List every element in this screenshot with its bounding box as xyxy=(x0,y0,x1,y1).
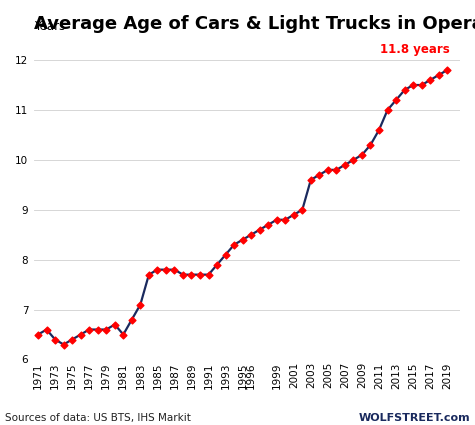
Point xyxy=(43,326,50,333)
Point xyxy=(332,167,340,173)
Point xyxy=(230,241,238,248)
Point xyxy=(179,271,187,278)
Text: 11.8 years: 11.8 years xyxy=(380,43,450,56)
Point xyxy=(222,251,229,258)
Point xyxy=(282,216,289,223)
Point xyxy=(128,316,136,323)
Point xyxy=(375,127,383,133)
Point xyxy=(196,271,204,278)
Point xyxy=(188,271,195,278)
Point xyxy=(111,321,119,328)
Point xyxy=(34,331,42,338)
Point xyxy=(153,266,161,273)
Point xyxy=(247,231,255,238)
Point xyxy=(341,162,349,168)
Point xyxy=(145,271,152,278)
Text: WOLFSTREET.com: WOLFSTREET.com xyxy=(359,413,470,423)
Point xyxy=(435,72,443,79)
Point xyxy=(273,216,281,223)
Point xyxy=(367,142,374,148)
Point xyxy=(103,326,110,333)
Point xyxy=(94,326,102,333)
Point xyxy=(120,331,127,338)
Point xyxy=(136,301,144,308)
Point xyxy=(384,107,391,113)
Point xyxy=(290,211,297,218)
Text: Years: Years xyxy=(34,20,65,33)
Point xyxy=(392,96,400,103)
Point xyxy=(358,151,366,158)
Point xyxy=(298,207,306,213)
Point xyxy=(418,82,426,88)
Point xyxy=(51,336,59,343)
Point xyxy=(256,227,264,233)
Point xyxy=(444,67,451,74)
Text: Average Age of Cars & Light Trucks in Operation: Average Age of Cars & Light Trucks in Op… xyxy=(34,15,475,33)
Point xyxy=(171,266,178,273)
Point xyxy=(162,266,170,273)
Point xyxy=(77,331,85,338)
Point xyxy=(409,82,417,88)
Point xyxy=(68,336,76,343)
Point xyxy=(315,171,323,178)
Point xyxy=(213,261,221,268)
Point xyxy=(427,76,434,83)
Point xyxy=(239,236,247,243)
Point xyxy=(324,167,332,173)
Point xyxy=(350,156,357,163)
Point xyxy=(265,221,272,228)
Point xyxy=(60,341,67,348)
Point xyxy=(86,326,93,333)
Point xyxy=(307,176,314,183)
Point xyxy=(401,87,408,94)
Point xyxy=(205,271,212,278)
Text: Sources of data: US BTS, IHS Markit: Sources of data: US BTS, IHS Markit xyxy=(5,413,190,423)
